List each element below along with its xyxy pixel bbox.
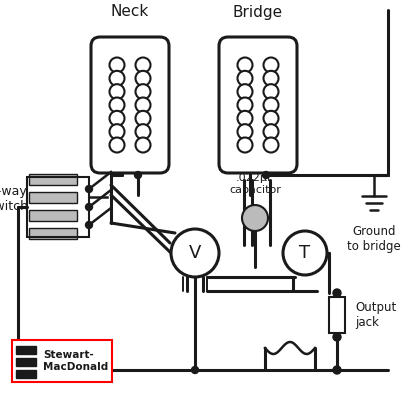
Circle shape [237, 137, 252, 152]
Bar [16, 358, 36, 366]
Text: T: T [300, 244, 310, 262]
Circle shape [110, 71, 124, 86]
Circle shape [264, 84, 278, 99]
Circle shape [136, 58, 151, 73]
Bar [29, 174, 77, 185]
Circle shape [333, 366, 341, 374]
Bar [29, 228, 77, 239]
Circle shape [110, 58, 124, 73]
Circle shape [110, 111, 124, 126]
Circle shape [85, 222, 93, 229]
Bar [16, 346, 36, 354]
Circle shape [237, 98, 252, 112]
Circle shape [264, 124, 278, 139]
Text: Ground
to bridge: Ground to bridge [347, 225, 401, 253]
Circle shape [134, 172, 142, 179]
Circle shape [264, 98, 278, 112]
Circle shape [136, 98, 151, 112]
Text: Neck: Neck [111, 4, 149, 19]
Circle shape [263, 172, 269, 179]
Circle shape [136, 71, 151, 86]
Circle shape [136, 124, 151, 139]
Circle shape [110, 98, 124, 112]
Circle shape [136, 84, 151, 99]
Circle shape [191, 366, 198, 374]
Text: Output
jack: Output jack [355, 301, 396, 329]
Circle shape [333, 333, 341, 341]
Circle shape [264, 58, 278, 73]
Circle shape [264, 71, 278, 86]
Text: 3-way
switch: 3-way switch [0, 185, 28, 213]
Circle shape [110, 84, 124, 99]
Circle shape [171, 229, 219, 277]
Bar [29, 192, 77, 203]
Circle shape [85, 204, 93, 210]
Text: Stewart-
MacDonald: Stewart- MacDonald [43, 350, 108, 372]
Bar [12, 340, 112, 382]
Circle shape [110, 124, 124, 139]
Circle shape [237, 71, 252, 86]
Text: V: V [189, 244, 201, 262]
Circle shape [85, 185, 93, 193]
Text: .022μF
capacitor: .022μF capacitor [229, 173, 281, 195]
Circle shape [283, 231, 327, 275]
Circle shape [237, 124, 252, 139]
Bar [329, 297, 345, 333]
Circle shape [333, 289, 341, 297]
Circle shape [264, 111, 278, 126]
FancyBboxPatch shape [91, 37, 169, 173]
Bar [16, 370, 36, 378]
Text: Bridge: Bridge [233, 4, 283, 19]
Circle shape [237, 111, 252, 126]
Circle shape [264, 137, 278, 152]
FancyBboxPatch shape [219, 37, 297, 173]
Circle shape [242, 205, 268, 231]
Bar [29, 210, 77, 221]
Circle shape [136, 137, 151, 152]
Circle shape [110, 137, 124, 152]
Circle shape [237, 84, 252, 99]
Circle shape [237, 58, 252, 73]
Circle shape [136, 111, 151, 126]
